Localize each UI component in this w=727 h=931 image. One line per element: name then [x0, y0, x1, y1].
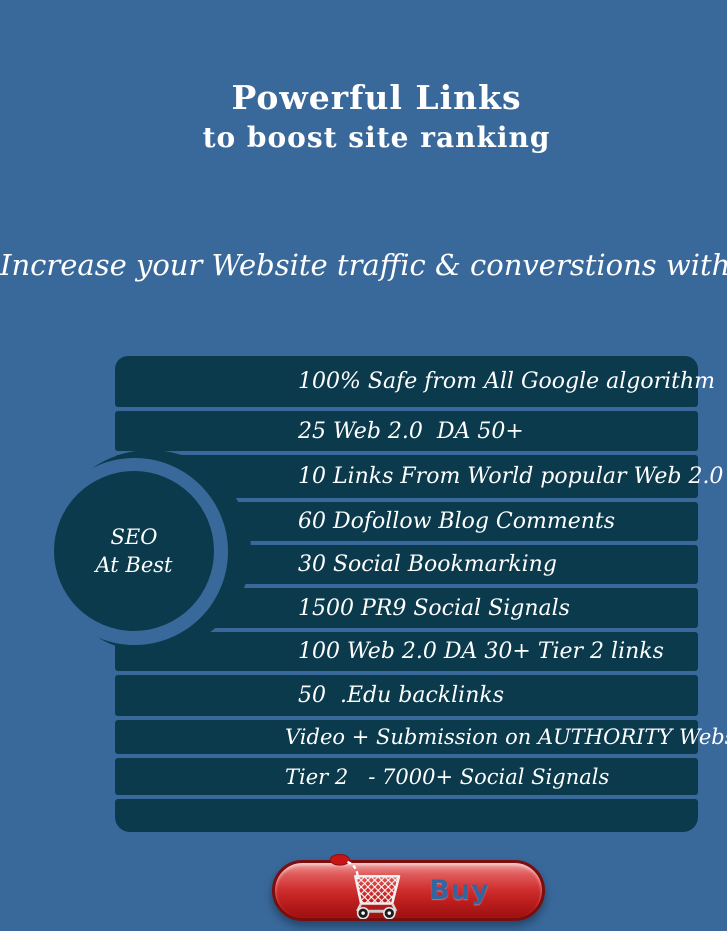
seo-badge-line2: At Best	[95, 553, 173, 577]
feature-bar-tier2-social-signals: Tier 2 - 7000+ Social Signals	[115, 758, 698, 795]
feature-list: 100% Safe from All Google algorithm 25 W…	[115, 356, 727, 836]
feature-bar-empty	[115, 799, 698, 832]
feature-bar-edu-backlinks: 50 .Edu backlinks	[115, 675, 698, 716]
page-subtitle: to boost site ranking	[202, 121, 551, 154]
feature-bar-safe-google: 100% Safe from All Google algorithm	[115, 356, 715, 407]
buy-button-label: Buy	[429, 875, 490, 906]
seo-badge-line1: SEO	[110, 524, 158, 549]
tagline: Increase your Website traffic & converst…	[0, 248, 727, 282]
feature-bar-web20-da50: 25 Web 2.0 DA 50+	[115, 411, 698, 451]
shopping-cart-icon	[329, 853, 401, 919]
feature-bar-video-submission: Video + Submission on AUTHORITY Website	[115, 720, 727, 754]
feature-bar-tier2-links: 100 Web 2.0 DA 30+ Tier 2 links	[115, 632, 698, 671]
title-block: Powerful Links to boost site ranking	[0, 78, 727, 154]
seo-badge: SEO At Best	[54, 471, 214, 631]
buy-button[interactable]: Buy	[272, 853, 545, 921]
page-title: Powerful Links	[231, 78, 522, 117]
